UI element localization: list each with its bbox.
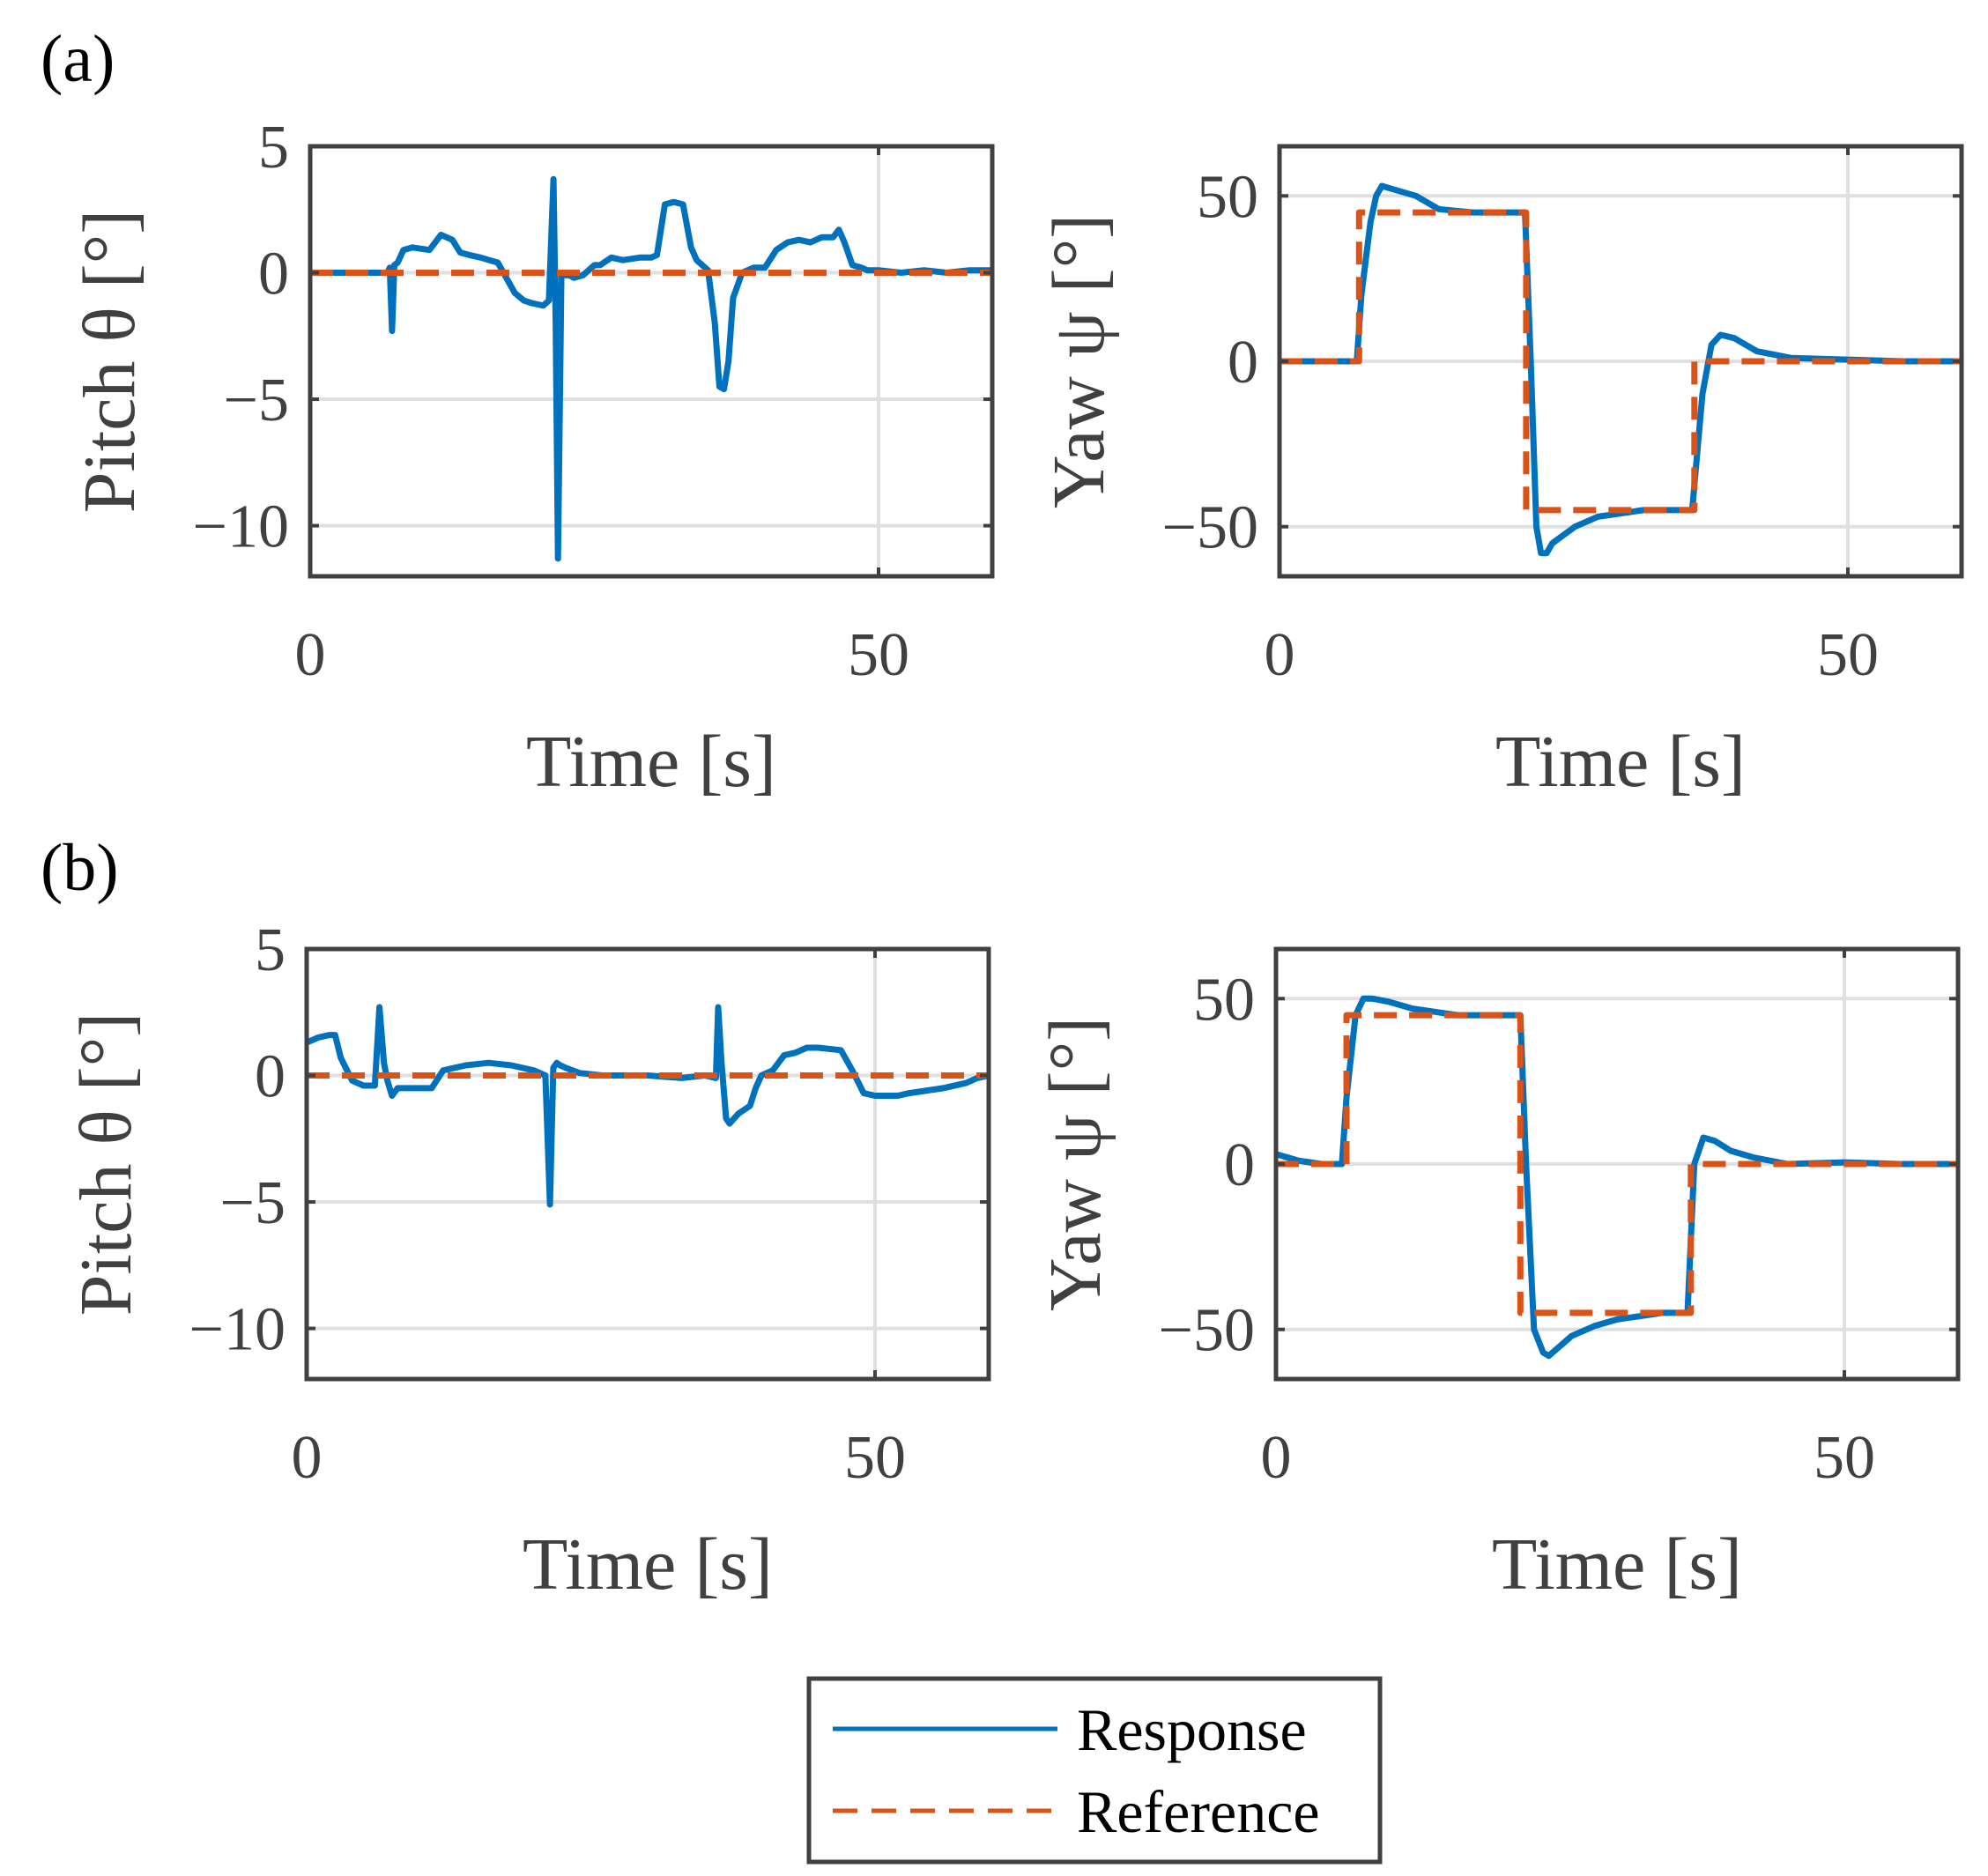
y-tick-label: −5	[220, 1169, 286, 1237]
x-tick-label: 50	[844, 1424, 906, 1492]
response-series-line	[1280, 182, 1962, 557]
y-tick-label: −50	[1159, 1297, 1255, 1365]
legend-response-label: Response	[1077, 1696, 1307, 1763]
y-axis-label: Yaw ψ [°]	[1038, 214, 1120, 508]
x-axis-label: Time [s]	[1495, 721, 1746, 803]
y-tick-label: −10	[189, 1296, 286, 1364]
y-axis-label: Yaw ψ [°]	[1035, 1017, 1116, 1311]
reference-series-line	[1276, 1012, 1958, 1316]
y-tick-label: 50	[1193, 966, 1255, 1034]
x-tick-label: 0	[1261, 1424, 1292, 1492]
plot-area	[307, 949, 989, 1379]
x-tick-label: 0	[1265, 621, 1295, 689]
legend-reference-label: Reference	[1077, 1778, 1320, 1845]
panel-label-a: (a)	[41, 22, 115, 96]
y-tick-label: −5	[224, 367, 289, 434]
y-tick-label: −50	[1162, 494, 1258, 562]
y-axis-label: Pitch θ [°]	[65, 1012, 147, 1316]
x-tick-label: 0	[295, 621, 326, 689]
y-tick-label: 50	[1197, 163, 1258, 231]
response-series-line	[310, 175, 992, 562]
x-axis-label: Time [s]	[526, 721, 776, 803]
axes-box	[304, 946, 991, 1382]
legend-box	[806, 1676, 1383, 1865]
y-tick-label: 0	[1224, 1131, 1255, 1199]
plot-area	[310, 146, 992, 576]
y-tick-label: 0	[258, 241, 289, 308]
y-axis-label: Pitch θ [°]	[69, 210, 151, 513]
y-tick-label: 0	[1228, 329, 1258, 397]
y-tick-label: 5	[258, 114, 289, 182]
axes-box	[308, 144, 995, 579]
x-tick-label: 0	[292, 1424, 323, 1492]
y-tick-label: 0	[255, 1043, 286, 1111]
x-tick-label: 50	[1817, 621, 1879, 689]
x-axis-label: Time [s]	[1492, 1524, 1742, 1605]
x-tick-label: 50	[848, 621, 909, 689]
y-tick-label: −10	[193, 493, 289, 561]
panel-label-b: (b)	[41, 831, 119, 905]
y-tick-label: 5	[255, 916, 286, 984]
x-axis-label: Time [s]	[523, 1524, 773, 1605]
x-tick-label: 50	[1814, 1424, 1875, 1492]
reference-series-line	[1280, 209, 1962, 514]
legend: Response Reference	[806, 1676, 1383, 1865]
